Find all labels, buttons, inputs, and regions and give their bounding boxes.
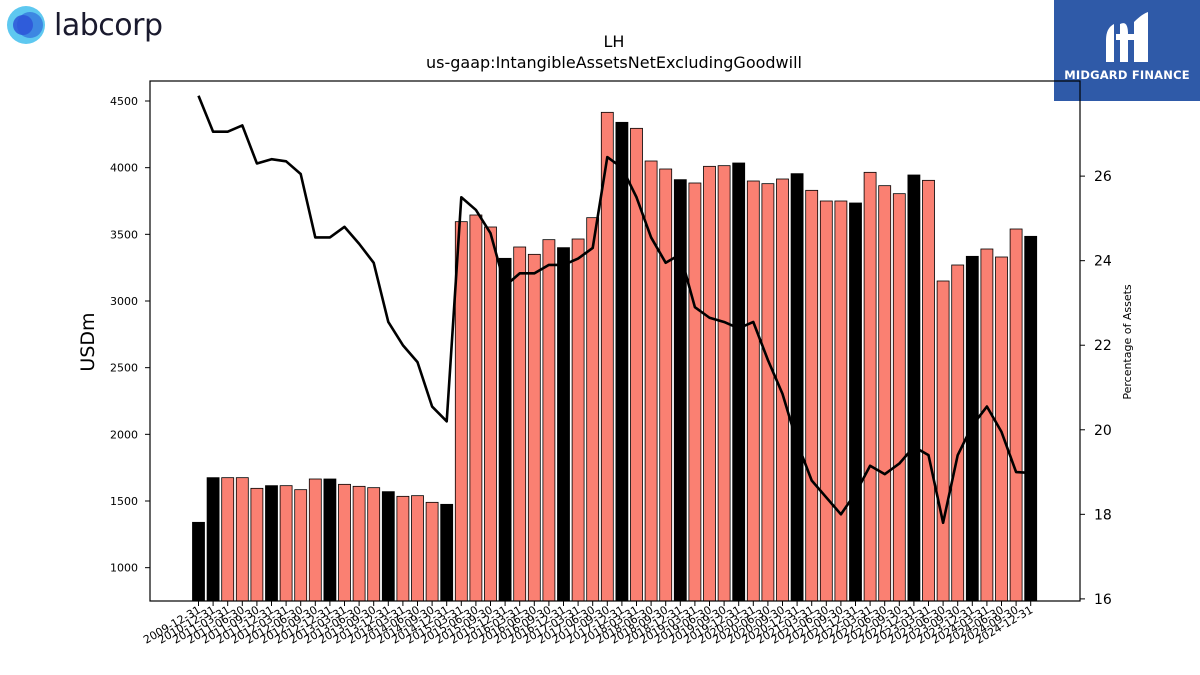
- y2-tick-label: 20: [1094, 423, 1112, 439]
- y-tick-label: 3000: [110, 295, 138, 308]
- bar-2016-06-30: [527, 253, 541, 602]
- y2-tick-label: 18: [1094, 507, 1112, 523]
- bar-2017-06-30: [586, 217, 600, 602]
- bar-2015-06-30: [469, 214, 483, 602]
- y-tick-label: 1500: [110, 495, 138, 508]
- bar-2023-09-30: [951, 264, 965, 602]
- bar-2019-03-31: [688, 182, 702, 602]
- y-tick-label: 2500: [110, 362, 138, 375]
- midgard-finance-logo-text: MIDGARD FINANCE: [1064, 68, 1190, 82]
- bar-2013-03-31: [338, 483, 351, 602]
- bar-2011-12-31: [265, 485, 278, 602]
- chart-subtitle: us-gaap:IntangibleAssetsNetExcludingGood…: [426, 53, 802, 72]
- bar-2018-09-30: [659, 168, 673, 602]
- bar-2014-03-31: [396, 495, 410, 602]
- labcorp-logo: labcorp: [6, 4, 163, 46]
- bar-2011-03-31: [221, 477, 235, 602]
- midgard-finance-logo-icon: [1106, 12, 1148, 62]
- plot-frame: [149, 80, 1081, 602]
- bar-2024-09-30: [1009, 228, 1023, 602]
- y2-tick-label: 22: [1094, 338, 1112, 354]
- bar-2024-06-30: [995, 256, 1008, 602]
- bar-2012-09-30: [308, 478, 322, 602]
- axes-group: 1000 1500 2000 2500 3000 3500 4000 4500 16 18 20 22…: [110, 80, 1112, 647]
- bar-2013-12-31: [381, 491, 395, 602]
- y-tick-label: 3500: [110, 228, 138, 241]
- bar-2015-12-31: [498, 257, 512, 602]
- bar-2013-06-30: [352, 485, 366, 602]
- y-tick-label: 4000: [110, 162, 138, 175]
- labcorp-logo-text: labcorp: [54, 7, 163, 43]
- bar-2009-12-31: [192, 521, 205, 602]
- bar-2022-03-31: [863, 171, 877, 602]
- bar-2016-09-30: [542, 239, 556, 602]
- y-tick-label: 4500: [110, 95, 138, 108]
- bars-group: [192, 111, 1038, 602]
- bar-2022-12-31: [907, 174, 921, 602]
- y-tick-label: 1000: [110, 562, 138, 575]
- bar-2021-09-30: [834, 200, 848, 602]
- bar-2022-09-30: [892, 193, 906, 602]
- line-group: [197, 95, 1031, 525]
- bar-2023-12-31: [965, 255, 979, 602]
- bar-2020-03-31: [746, 180, 760, 602]
- bar-2012-03-31: [279, 485, 293, 602]
- midgard-finance-logo: MIDGARD FINANCE: [1054, 0, 1200, 101]
- bar-2017-03-31: [571, 238, 585, 602]
- bar-2020-06-30: [761, 183, 775, 602]
- y-tick-label: 2000: [110, 428, 138, 441]
- bar-2014-12-31: [440, 503, 454, 602]
- bar-2017-12-31: [615, 121, 629, 602]
- chart-title: LH: [604, 32, 625, 51]
- bar-2015-09-30: [484, 226, 497, 602]
- bar-2010-12-31: [206, 477, 220, 602]
- y2-tick-label: 24: [1094, 254, 1112, 270]
- bar-2012-06-30: [294, 489, 308, 602]
- y2-tick-label: 26: [1094, 169, 1112, 185]
- y-axis-label: USDm: [77, 312, 99, 371]
- bar-2021-03-31: [805, 189, 819, 602]
- bar-2013-09-30: [367, 487, 381, 602]
- bar-2016-03-31: [513, 246, 527, 602]
- bar-2014-09-30: [425, 501, 439, 602]
- bar-2021-12-31: [849, 202, 862, 602]
- bar-2018-12-31: [673, 179, 687, 602]
- bar-2024-12-31: [1024, 235, 1038, 602]
- bar-2019-09-30: [717, 165, 731, 602]
- series-line-percentage: [197, 95, 1031, 525]
- y2-tick-label: 16: [1094, 592, 1112, 608]
- bar-2019-12-31: [732, 162, 746, 602]
- bar-2020-09-30: [776, 178, 789, 602]
- labcorp-logo-icon: [7, 6, 45, 44]
- bar-2020-12-31: [790, 173, 804, 602]
- bar-2012-12-31: [323, 478, 337, 602]
- bar-2021-06-30: [819, 200, 833, 602]
- bar-2024-03-31: [980, 248, 994, 602]
- bar-2022-06-30: [878, 185, 892, 602]
- bar-2014-06-30: [411, 495, 424, 602]
- bar-2023-03-31: [922, 179, 935, 602]
- y2-axis-label: Percentage of Assets: [1121, 284, 1134, 400]
- bar-2011-09-30: [250, 487, 264, 602]
- bar-2023-06-30: [936, 280, 950, 602]
- bar-2011-06-30: [235, 477, 249, 602]
- bar-2016-12-31: [557, 247, 570, 602]
- bar-2019-06-30: [703, 165, 716, 602]
